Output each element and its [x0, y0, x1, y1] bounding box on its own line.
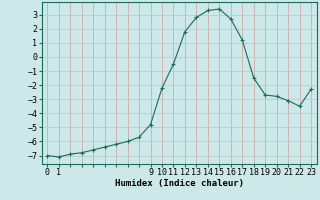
X-axis label: Humidex (Indice chaleur): Humidex (Indice chaleur) [115, 179, 244, 188]
